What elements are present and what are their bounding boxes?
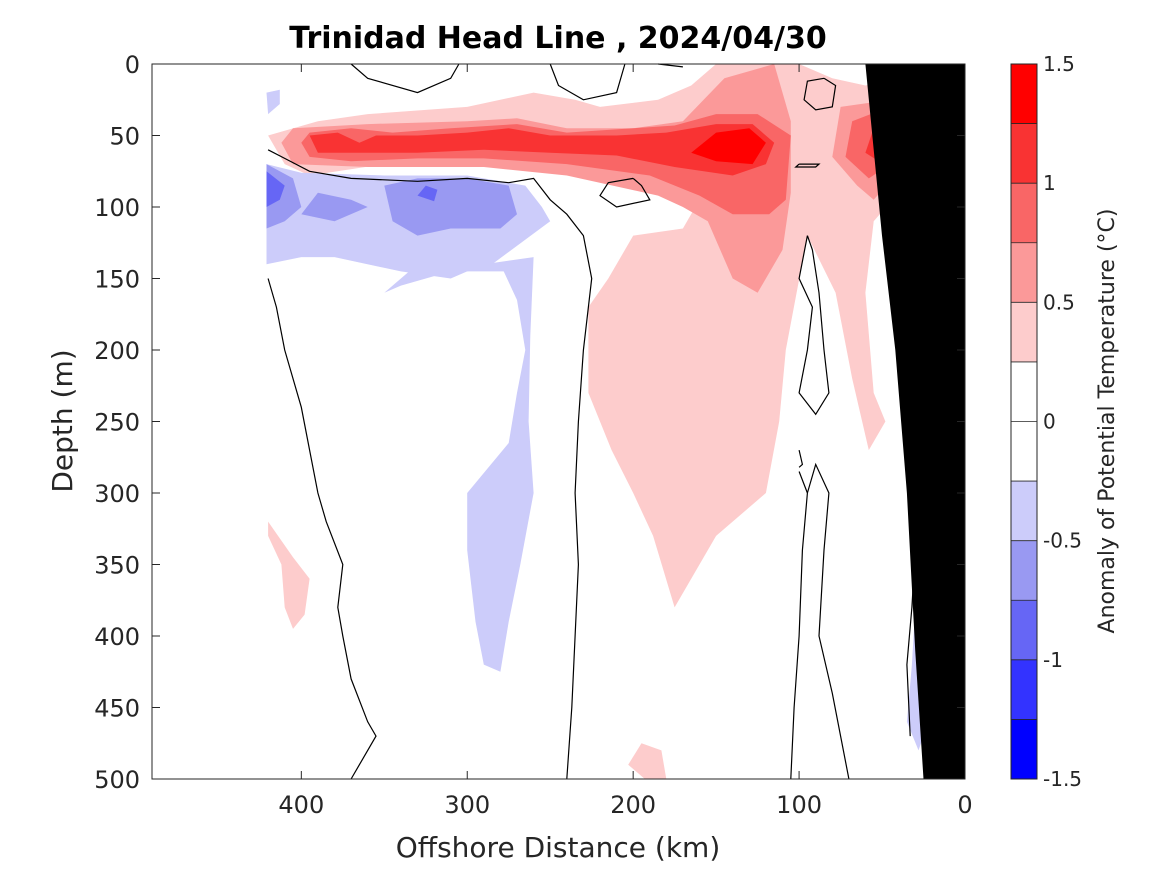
anomaly-region-blue-medium — [384, 178, 517, 236]
y-tick-label: 300 — [94, 480, 140, 508]
y-tick-label: 500 — [94, 766, 140, 794]
anomaly-region-red-light — [603, 371, 650, 451]
contour-line — [798, 235, 830, 416]
x-axis-label: Offshore Distance (km) — [396, 831, 721, 864]
colorbar-swatch — [1011, 361, 1037, 422]
colorbar-swatch — [1011, 123, 1037, 184]
colorbar-swatch — [1011, 183, 1037, 243]
x-tick-label: 200 — [610, 791, 656, 819]
colorbar-tick-label: 0.5 — [1043, 290, 1075, 314]
colorbar-swatch — [1011, 481, 1037, 541]
anomaly-region-red-strong — [309, 124, 775, 176]
colorbar-swatch — [1011, 302, 1037, 362]
contour-line — [599, 177, 651, 208]
x-axis: 400 300 200 100 0 — [278, 64, 973, 819]
anomaly-region-red-max — [691, 128, 766, 165]
anomaly-region-blue-light — [266, 89, 280, 115]
colorbar-tick-label: 0 — [1043, 410, 1056, 434]
y-tick-label: 200 — [94, 337, 140, 365]
contour-line — [549, 63, 626, 101]
x-tick-label: 100 — [776, 791, 822, 819]
bathymetry-shelf — [865, 64, 965, 779]
y-tick-label: 100 — [94, 194, 140, 222]
x-tick-label: 300 — [444, 791, 490, 819]
colorbar-tick-label: 1 — [1043, 171, 1056, 195]
anomaly-region-blue-dark — [266, 171, 285, 207]
anomaly-region-red-light — [268, 521, 310, 629]
chart-title: Trinidad Head Line , 2024/04/30 — [289, 21, 826, 56]
anomaly-region-blue-dark — [417, 185, 438, 202]
y-tick-label: 400 — [94, 623, 140, 651]
colorbar-tick-label: -0.5 — [1043, 529, 1082, 553]
colorbar-tick-label: -1 — [1043, 648, 1063, 672]
y-tick-label: 250 — [94, 409, 140, 437]
contour-line — [806, 462, 850, 780]
colorbar-swatch — [1011, 719, 1037, 779]
contour-line — [803, 77, 837, 111]
y-tick-label: 150 — [94, 266, 140, 294]
contour-line — [794, 163, 821, 168]
contour-line — [350, 63, 460, 94]
x-tick-label: 400 — [278, 791, 324, 819]
zero-contours — [267, 63, 925, 780]
y-tick-label: 0 — [125, 51, 140, 79]
anomaly-region-blue-medium — [301, 192, 368, 222]
anomaly-region-red-light — [628, 743, 667, 779]
colorbar-tick-label: 1.5 — [1043, 52, 1075, 76]
anomaly-region-blue-light — [384, 257, 534, 672]
colorbar-swatch — [1011, 64, 1037, 124]
anomaly-region-red-light — [600, 321, 630, 358]
y-tick-label: 450 — [94, 695, 140, 723]
x-tick-label: 0 — [957, 791, 972, 819]
y-tick-label: 50 — [109, 123, 140, 151]
colorbar-frame — [1010, 63, 1038, 780]
y-tick-label: 350 — [94, 552, 140, 580]
y-axis: 0 50 100 150 200 250 300 350 400 450 500 — [94, 51, 965, 794]
colorbar-label: Anomaly of Potential Temperature (°C) — [1095, 209, 1120, 634]
colorbar-swatch — [1011, 421, 1037, 482]
contour-line — [267, 149, 593, 780]
colorbar-tick-label: -1.5 — [1043, 767, 1082, 791]
contour-line — [798, 449, 804, 468]
y-axis-label: Depth (m) — [46, 349, 79, 492]
colorbar: 1.5 1 0.5 0 -0.5 -1 -1.5 — [1010, 52, 1082, 791]
contour-line — [267, 278, 377, 780]
colorbar-swatch — [1011, 659, 1037, 720]
colorbar-swatch — [1011, 242, 1037, 303]
contour-line — [790, 471, 809, 780]
colorbar-swatch — [1011, 540, 1037, 601]
colorbar-swatch — [1011, 600, 1037, 660]
